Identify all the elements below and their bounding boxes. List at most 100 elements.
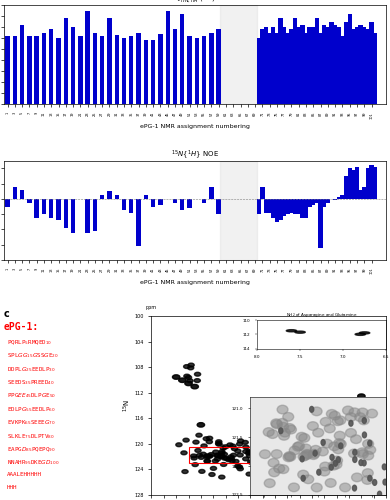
Bar (71, 199, 75, 233)
Ellipse shape (197, 422, 205, 427)
Ellipse shape (236, 465, 243, 469)
Bar (100, 195, 105, 199)
Bar (307, 199, 312, 206)
Bar (289, 29, 294, 104)
Ellipse shape (255, 454, 261, 458)
Ellipse shape (196, 434, 202, 437)
Ellipse shape (366, 442, 372, 445)
Ellipse shape (204, 455, 210, 459)
Ellipse shape (219, 452, 225, 455)
Ellipse shape (199, 470, 205, 474)
Bar (315, 18, 319, 104)
Ellipse shape (200, 452, 206, 456)
Bar (107, 191, 112, 199)
Bar (340, 195, 345, 199)
Ellipse shape (210, 466, 216, 470)
Ellipse shape (223, 445, 229, 448)
Bar (144, 195, 148, 199)
Bar (202, 36, 206, 104)
Text: PQRLP$_5$RMQED$_{10}$: PQRLP$_5$RMQED$_{10}$ (7, 338, 52, 346)
Ellipse shape (359, 446, 365, 450)
Bar (49, 199, 53, 218)
Bar (351, 29, 356, 104)
Text: EAPG$\it{D}_{85}$PQEPQ$_{90}$: EAPG$\it{D}_{85}$PQEPQ$_{90}$ (7, 445, 55, 454)
Bar (151, 199, 155, 206)
Ellipse shape (204, 459, 211, 463)
Bar (100, 36, 105, 104)
Bar (115, 195, 119, 199)
Ellipse shape (321, 483, 328, 488)
Ellipse shape (192, 462, 198, 466)
Bar (366, 168, 370, 199)
Bar (315, 199, 319, 202)
Ellipse shape (194, 378, 200, 382)
Ellipse shape (213, 450, 219, 454)
Bar (268, 199, 272, 212)
Bar (304, 199, 308, 218)
Bar (173, 29, 177, 104)
Text: HHH: HHH (7, 485, 17, 490)
Bar (311, 199, 316, 205)
Ellipse shape (246, 472, 252, 476)
Ellipse shape (176, 443, 182, 446)
Bar (369, 22, 374, 104)
Ellipse shape (184, 364, 190, 368)
Ellipse shape (172, 375, 180, 380)
Ellipse shape (221, 462, 227, 466)
Bar (136, 32, 141, 104)
Ellipse shape (219, 454, 225, 458)
Ellipse shape (310, 449, 316, 452)
Ellipse shape (333, 426, 340, 430)
Ellipse shape (308, 480, 316, 484)
Text: ePG-1:: ePG-1: (4, 322, 39, 332)
Ellipse shape (237, 467, 243, 470)
Bar (296, 27, 301, 104)
Title: $^3J_{HN,HA}$ (Hz): $^3J_{HN,HA}$ (Hz) (175, 0, 215, 5)
Ellipse shape (215, 458, 220, 461)
Ellipse shape (226, 458, 232, 462)
Bar (71, 27, 75, 104)
Ellipse shape (215, 454, 221, 458)
Ellipse shape (219, 450, 225, 454)
Bar (144, 40, 148, 104)
Ellipse shape (216, 440, 222, 444)
Ellipse shape (272, 448, 278, 452)
Bar (93, 199, 97, 231)
Bar (369, 164, 374, 199)
Bar (158, 34, 163, 104)
Ellipse shape (208, 452, 214, 456)
Ellipse shape (296, 426, 303, 430)
Ellipse shape (206, 454, 212, 458)
Bar (300, 25, 305, 104)
Ellipse shape (262, 460, 268, 464)
Bar (268, 32, 272, 104)
Ellipse shape (195, 372, 200, 376)
Bar (42, 199, 46, 214)
Ellipse shape (227, 443, 233, 447)
Bar (165, 10, 170, 104)
Bar (260, 29, 264, 104)
Ellipse shape (344, 430, 350, 434)
Bar (300, 199, 305, 218)
Bar (355, 27, 359, 104)
Bar (12, 188, 17, 199)
Ellipse shape (251, 459, 257, 462)
Bar (257, 38, 261, 104)
Ellipse shape (322, 444, 328, 448)
Bar (173, 199, 177, 202)
Ellipse shape (228, 455, 234, 458)
Bar (278, 18, 283, 104)
Bar (318, 199, 323, 248)
Bar (180, 199, 184, 210)
Bar (20, 25, 24, 104)
Ellipse shape (206, 440, 213, 444)
Bar (85, 10, 90, 104)
Bar (326, 199, 330, 202)
Ellipse shape (229, 459, 235, 462)
Bar (129, 199, 133, 212)
Bar (187, 199, 192, 208)
Ellipse shape (337, 440, 343, 444)
Bar (42, 32, 46, 104)
Ellipse shape (191, 454, 197, 458)
Bar (347, 168, 352, 199)
